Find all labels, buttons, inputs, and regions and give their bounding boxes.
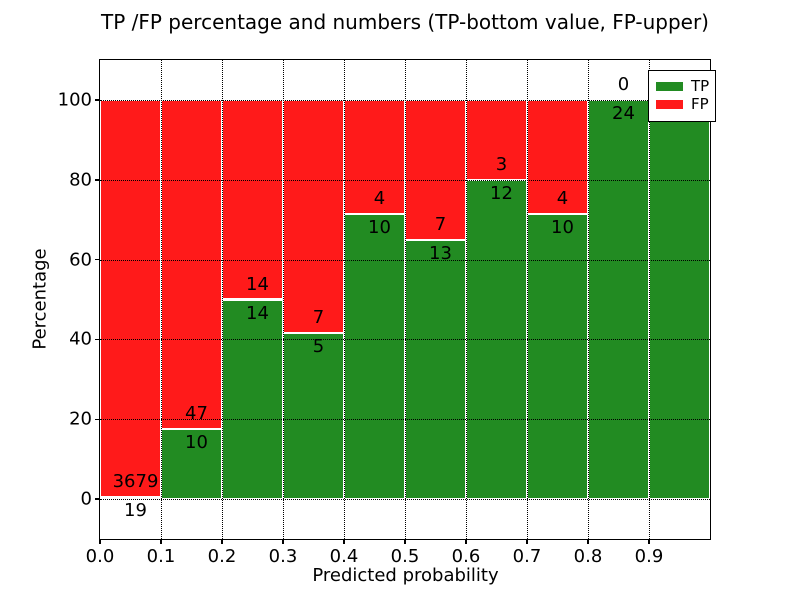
- vertical-gridline: [405, 60, 406, 539]
- tp-count-label: 10: [551, 216, 574, 238]
- x-axis-tick: [465, 539, 467, 544]
- vertical-gridline: [161, 60, 162, 539]
- fp-count-label: 4: [373, 187, 386, 209]
- legend-entry-fp: FP: [656, 95, 709, 113]
- x-tick-label: 0.6: [451, 546, 481, 567]
- tp-count-label: 12: [490, 182, 513, 204]
- tp-count-label: 13: [429, 242, 452, 264]
- vertical-gridline: [466, 60, 467, 539]
- y-axis-tick: [95, 498, 100, 500]
- tp-bar-segment: [344, 213, 405, 500]
- y-tick-label: 80: [69, 169, 92, 191]
- x-axis-tick: [221, 539, 223, 544]
- x-tick-label: 0.5: [390, 546, 420, 567]
- x-axis-tick: [648, 539, 650, 544]
- y-axis-tick: [95, 338, 100, 341]
- y-tick-label: 0: [80, 488, 92, 510]
- chart-title-line1: TP /FP percentage and numbers (TP-bottom…: [101, 10, 709, 34]
- y-tick-label: 60: [69, 249, 92, 271]
- x-tick-label: 0.9: [634, 546, 664, 567]
- tp-count-label: 14: [246, 302, 269, 324]
- fp-count-label: 4: [556, 187, 569, 209]
- tp-bar-segment: [649, 99, 710, 500]
- fp-count-label: 47: [185, 403, 208, 425]
- vertical-gridline: [222, 60, 223, 539]
- tp-bar-segment: [527, 213, 588, 500]
- fp-bar-segment: [527, 99, 588, 214]
- x-tick-label: 0.1: [146, 546, 176, 567]
- x-tick-label: 0.3: [268, 546, 298, 567]
- x-axis-tick: [526, 539, 528, 544]
- y-axis-tick: [95, 258, 100, 261]
- fp-bar-segment: [222, 99, 283, 300]
- x-tick-label: 0.2: [207, 546, 237, 567]
- vertical-gridline: [527, 60, 528, 539]
- vertical-gridline: [649, 60, 650, 539]
- tp-bar-segment: [161, 429, 222, 500]
- y-axis-tick: [95, 418, 100, 420]
- fp-legend-swatch-icon: [656, 100, 683, 109]
- x-axis-tick: [282, 539, 284, 544]
- x-tick-label: 0.8: [573, 546, 603, 567]
- fp-count-label: 3: [495, 153, 508, 175]
- x-axis-tick: [587, 539, 589, 544]
- fp-count-label: 3679: [112, 471, 159, 493]
- y-axis-tick: [95, 99, 100, 101]
- x-axis-tick: [404, 539, 406, 544]
- tp-bar-segment: [222, 299, 283, 500]
- legend: TP FP: [648, 70, 716, 122]
- y-tick-label: 40: [69, 328, 92, 350]
- tp-legend-swatch-icon: [656, 82, 683, 91]
- fp-count-label: 0: [617, 73, 630, 95]
- tp-count-label: 10: [185, 432, 208, 454]
- tp-legend-label: TP: [691, 77, 710, 95]
- x-axis-tick: [160, 539, 162, 544]
- tp-bar-segment: [588, 99, 649, 500]
- tp-count-label: 5: [312, 335, 325, 357]
- x-axis-tick: [343, 539, 345, 544]
- vertical-gridline: [344, 60, 345, 539]
- plot-area: 0.0 0.1 0.2 0.3 0.4 0.5 0.6 0.7 0.8 0.9 0 20 40 60 80 1…: [58, 59, 711, 567]
- x-tick-label: 0.7: [512, 546, 542, 567]
- tp-count-label: 24: [612, 102, 635, 124]
- tp-count-label: 19: [124, 500, 147, 522]
- tp-bar-segment: [405, 239, 466, 500]
- fp-bar-segment: [405, 99, 466, 240]
- vertical-gridline: [283, 60, 284, 539]
- y-tick-label: 100: [57, 89, 92, 111]
- vertical-gridline: [588, 60, 589, 539]
- tp-bar-segment: [283, 332, 344, 500]
- fp-bar-segment: [283, 99, 344, 333]
- y-axis-tick: [95, 179, 100, 181]
- x-axis-tick: [99, 539, 101, 544]
- fp-legend-label: FP: [691, 95, 709, 113]
- fp-count-label: 7: [434, 213, 447, 235]
- x-tick-label: 0.4: [329, 546, 359, 567]
- tp-count-label: 10: [368, 216, 391, 238]
- fp-bar-segment: [161, 99, 222, 430]
- fp-bar-segment: [100, 99, 161, 498]
- legend-entry-tp: TP: [656, 77, 710, 95]
- tp-bar-segment: [100, 497, 161, 500]
- x-axis-label: Predicted probability: [312, 565, 499, 586]
- y-tick-label: 20: [69, 408, 92, 430]
- x-tick-label: 0.0: [85, 546, 115, 567]
- fp-count-label: 7: [312, 306, 325, 328]
- fp-count-label: 14: [246, 273, 269, 295]
